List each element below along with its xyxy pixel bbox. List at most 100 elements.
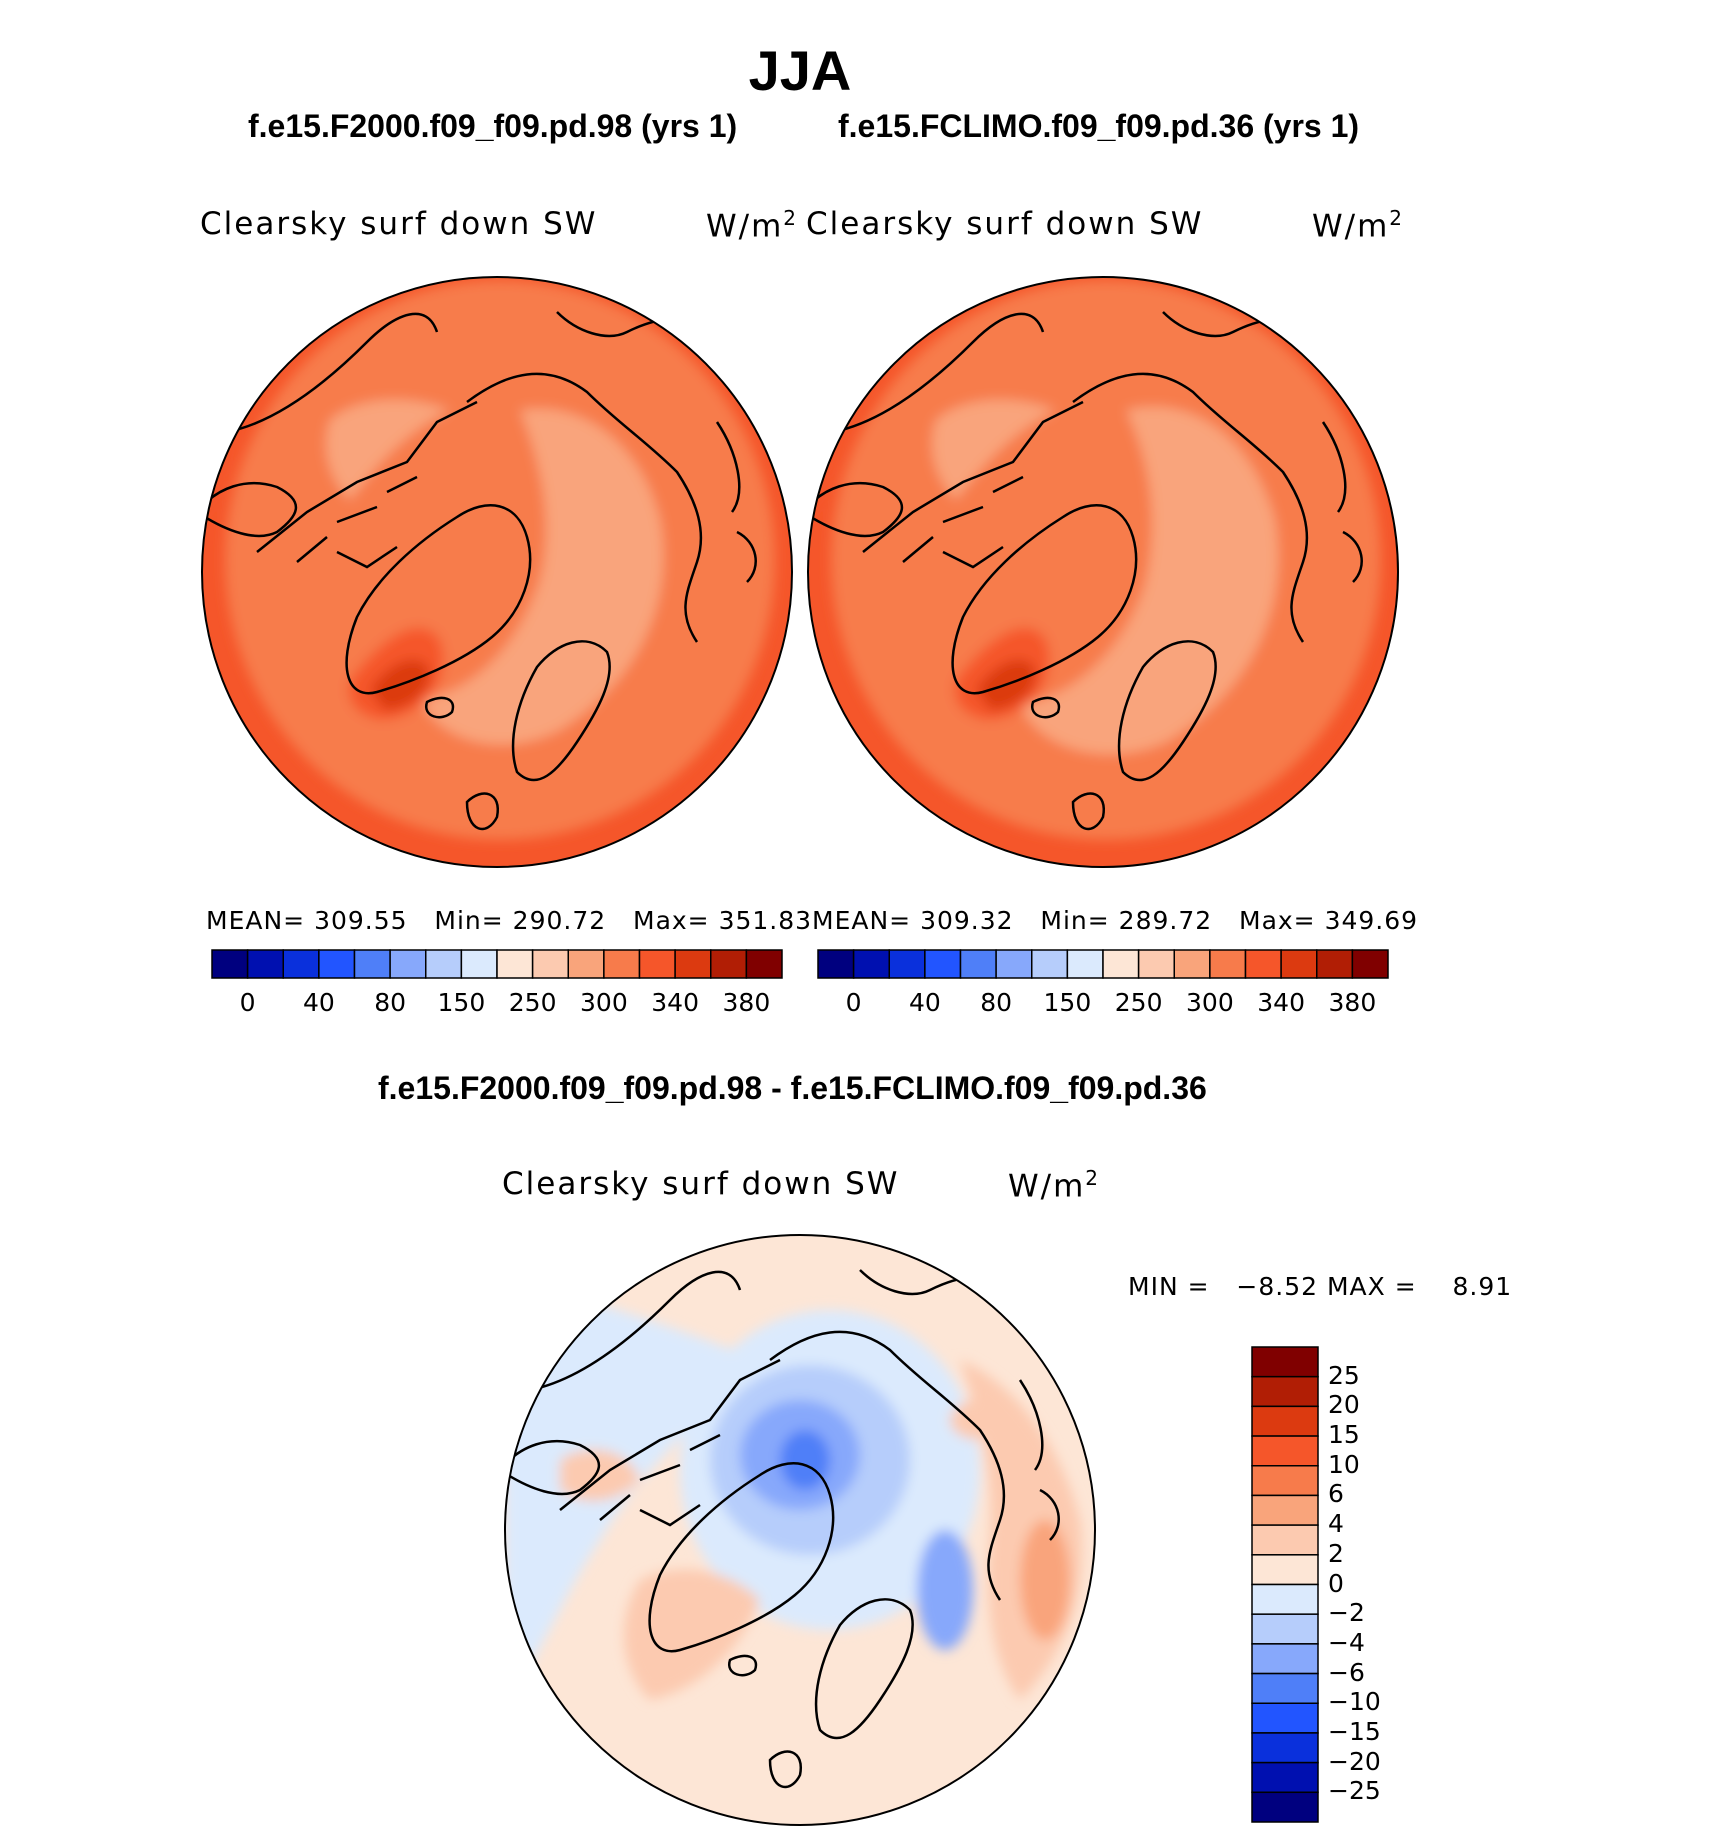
- colorbar-cell: [1209, 949, 1247, 979]
- colorbar-tick-label: 80: [374, 988, 407, 1017]
- panel-right-map-border: [807, 276, 1399, 868]
- colorbar-cell: [1251, 1761, 1319, 1794]
- colorbar-cell: [638, 949, 676, 979]
- panel-right-case-title: f.e15.FCLIMO.f09_f09.pd.36 (yrs 1): [838, 108, 1360, 144]
- colorbar-cell: [817, 949, 855, 979]
- colorbar-tick-label: −10: [1328, 1687, 1381, 1717]
- colorbar-tick-label: 25: [1328, 1360, 1360, 1390]
- panel-left-case-title: f.e15.F2000.f09_f09.pd.98 (yrs 1): [248, 108, 738, 144]
- colorbar-tick-label: −4: [1328, 1627, 1365, 1657]
- colorbar-cell: [1066, 949, 1104, 979]
- colorbar-cell: [1251, 1375, 1319, 1408]
- colorbar-cell: [531, 949, 569, 979]
- colorbar-cell: [1251, 1583, 1319, 1615]
- colorbar-cell: [1102, 949, 1140, 979]
- panel-right-units: W/m2: [1312, 206, 1405, 245]
- colorbar-tick-label: 2: [1328, 1538, 1344, 1568]
- colorbar-tick-label: −2: [1328, 1598, 1365, 1628]
- colorbar-cell: [353, 949, 391, 979]
- colorbar-tick-label: 80: [980, 988, 1013, 1017]
- colorbar-cell: [1251, 1346, 1319, 1378]
- colorbar-cell: [888, 949, 926, 979]
- colorbar-tick-label: −15: [1328, 1716, 1381, 1746]
- colorbar-cell: [1251, 1643, 1319, 1675]
- panel-left-map: [202, 277, 792, 867]
- diff-min-max: MIN = −8.52 MAX = 8.91: [1128, 1272, 1513, 1301]
- colorbar-tick-label: −20: [1328, 1746, 1381, 1776]
- colorbar-tick-label: 20: [1328, 1390, 1360, 1420]
- colorbar-cell: [710, 949, 748, 979]
- colorbar-cell: [852, 949, 890, 979]
- colorbar-cell: [1251, 1732, 1319, 1764]
- diff-variable-label: Clearsky surf down SW: [502, 1166, 900, 1202]
- colorbar-tick-label: 380: [1328, 988, 1377, 1017]
- colorbar-tick-label: 150: [437, 988, 486, 1017]
- main-title: JJA: [748, 39, 852, 102]
- colorbar-cell: [924, 949, 962, 979]
- colorbar-tick-label: 150: [1043, 988, 1092, 1017]
- colorbar-cell: [1251, 1672, 1319, 1704]
- colorbar-tick-label: 0: [845, 988, 862, 1017]
- panel-left-variable-label: Clearsky surf down SW: [200, 206, 598, 242]
- colorbar-tick-label: 15: [1328, 1420, 1360, 1450]
- colorbar-tick-label: 300: [580, 988, 628, 1017]
- colorbar-cell: [1251, 1435, 1319, 1467]
- colorbar-tick-label: 6: [1328, 1479, 1344, 1509]
- colorbar-cell: [567, 949, 605, 979]
- colorbar-cell: [211, 949, 249, 979]
- panel-left-colorbar: [211, 949, 783, 979]
- colorbar-cell: [425, 949, 463, 979]
- colorbar-cell: [1173, 949, 1211, 979]
- colorbar-cell: [1251, 1465, 1319, 1497]
- colorbar-cell: [460, 949, 498, 979]
- colorbar-tick-label: 300: [1186, 988, 1234, 1017]
- colorbar-tick-label: 380: [722, 988, 771, 1017]
- colorbar-cell: [603, 949, 641, 979]
- colorbar-cell: [318, 949, 356, 979]
- colorbar-tick-label: −25: [1328, 1776, 1381, 1806]
- diff-map-border: [504, 1234, 1096, 1826]
- panel-right-map: [808, 277, 1398, 867]
- colorbar-cell: [674, 949, 712, 979]
- colorbar-tick-label: −6: [1328, 1657, 1365, 1687]
- colorbar-cell: [959, 949, 997, 979]
- diff-units: W/m2: [1008, 1166, 1101, 1205]
- diff-colorbar: [1251, 1346, 1319, 1823]
- colorbar-cell: [1251, 1613, 1319, 1645]
- colorbar-cell: [282, 949, 320, 979]
- colorbar-cell: [1031, 949, 1069, 979]
- panel-left-map-border: [201, 276, 793, 868]
- colorbar-tick-label: 250: [1114, 988, 1163, 1017]
- colorbar-cell: [1351, 949, 1389, 979]
- colorbar-tick-label: 340: [1257, 988, 1305, 1017]
- colorbar-cell: [1244, 949, 1282, 979]
- colorbar-cell: [1251, 1554, 1319, 1586]
- panel-right-variable-label: Clearsky surf down SW: [806, 206, 1204, 242]
- diff-map: [505, 1235, 1095, 1825]
- panel-left-stats: MEAN= 309.55 Min= 290.72 Max= 351.83: [206, 906, 813, 935]
- colorbar-cell: [1137, 949, 1175, 979]
- colorbar-cell: [246, 949, 284, 979]
- colorbar-cell: [1251, 1524, 1319, 1556]
- colorbar-cell: [1251, 1791, 1319, 1823]
- colorbar-cell: [1316, 949, 1354, 979]
- colorbar-cell: [1251, 1494, 1319, 1526]
- colorbar-tick-label: 40: [908, 988, 941, 1017]
- diff-title: f.e15.F2000.f09_f09.pd.98 - f.e15.FCLIMO…: [378, 1070, 1207, 1106]
- panel-left-units: W/m2: [706, 206, 799, 245]
- colorbar-tick-label: 340: [651, 988, 699, 1017]
- colorbar-cell: [1251, 1702, 1319, 1734]
- colorbar-cell: [1251, 1405, 1319, 1437]
- colorbar-tick-label: 4: [1328, 1509, 1344, 1539]
- panel-right-colorbar: [817, 949, 1389, 979]
- colorbar-tick-label: 10: [1328, 1449, 1360, 1479]
- colorbar-tick-label: 40: [302, 988, 335, 1017]
- colorbar-cell: [496, 949, 534, 979]
- colorbar-cell: [1280, 949, 1318, 979]
- colorbar-tick-label: 0: [1328, 1568, 1344, 1598]
- colorbar-cell: [995, 949, 1033, 979]
- panel-right-stats: MEAN= 309.32 Min= 289.72 Max= 349.69: [812, 906, 1419, 935]
- colorbar-tick-label: 250: [508, 988, 557, 1017]
- colorbar-tick-label: 0: [239, 988, 256, 1017]
